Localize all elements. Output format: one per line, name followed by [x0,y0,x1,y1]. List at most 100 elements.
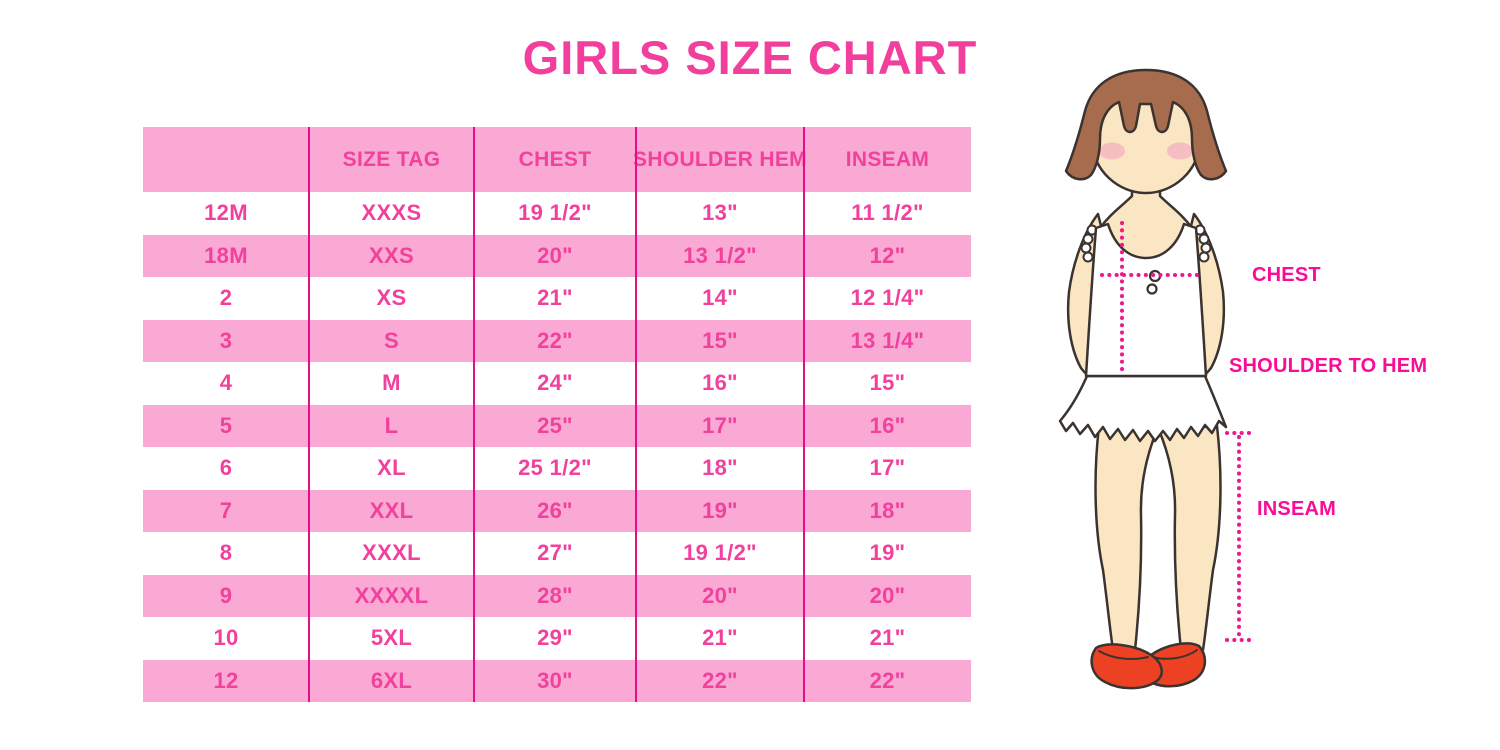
girl-figure-svg [1058,68,1253,690]
table-cell: 19 1/2" [518,200,592,226]
table-cell: 26" [537,497,573,523]
table-cell: XXXXL [354,582,429,608]
table-cell: XXXL [362,540,421,566]
girl-illustration [1040,60,1300,710]
table-cell: 15" [702,327,738,353]
column-header: INSEAM [845,147,930,171]
leg-left [1094,424,1159,652]
table-cell: 19" [702,497,738,523]
table-cell: 13 1/4" [850,327,925,353]
table-cell: 20" [702,582,738,608]
table-cell: 9 [219,582,233,608]
column-header: SIZE TAG [342,147,441,171]
table-cell: 20" [537,242,573,268]
blush-right [1167,142,1193,160]
table-cell: 28" [537,582,573,608]
table-cell: 30" [537,667,573,693]
table-cell: M [382,370,401,396]
table-cell: 29" [537,625,573,651]
column-divider [473,127,475,702]
table-cell: 27" [537,540,573,566]
table-cell: 19 1/2" [683,540,757,566]
table-header-row: SIZE TAG CHEST SHOULDER HEM INSEAM [143,127,971,192]
table-cell: 16" [869,412,906,438]
table-cell: 14" [702,285,738,311]
table-cell: 15" [869,370,906,396]
table-cell: 21" [702,625,738,651]
table-row: 9 XXXXL 28" 20" 20" [143,574,971,617]
leg-right [1157,424,1222,652]
girls-size-table: SIZE TAG CHEST SHOULDER HEM INSEAM 12M XXXS 1… [143,127,971,702]
table-cell: 22" [702,667,738,693]
table-cell: XXXS [361,200,422,226]
table-cell: 5XL [370,625,413,651]
table-row: 8 XXXL 27" 19 1/2" 19" [143,532,971,575]
table-cell: 13" [702,200,738,226]
table-cell: 12 [213,667,239,693]
table-cell: S [384,327,399,353]
table-cell: L [384,412,399,438]
table-cell: 21" [537,285,573,311]
table-row: 18M XXS 20" 13 1/2" 12" [143,234,971,277]
blush-left [1099,142,1125,160]
table-cell: 7 [219,497,233,523]
shoe-left [1090,643,1164,690]
chest-label: CHEST [1252,264,1321,286]
table-cell: 18" [702,455,738,481]
table-cell: 16" [702,370,738,396]
table-cell: XS [376,285,407,311]
table-cell: 6XL [370,667,413,693]
table-cell: 12 1/4" [850,285,925,311]
table-row: 3 S 22" 15" 13 1/4" [143,319,971,362]
table-cell: 8 [219,540,233,566]
table-cell: 21" [869,625,906,651]
shoe-left-strap [1098,650,1149,660]
column-divider [803,127,805,702]
table-cell: 17" [869,455,906,481]
skirt [1058,374,1228,443]
table-cell: XXL [369,497,414,523]
table-cell: XXS [369,242,414,268]
table-cell: 3 [219,327,233,353]
page-title: GIRLS SIZE CHART [522,31,978,84]
column-header [143,127,309,192]
table-cell: 12M [204,200,248,226]
dress-bodice [1084,222,1208,378]
table-cell: 19" [869,540,906,566]
table-row: 12M XXXS 19 1/2" 13" 11 1/2" [143,192,971,235]
shoulder-to-hem-label: SHOULDER TO HEM [1229,355,1428,377]
table-cell: 20" [869,582,906,608]
table-cell: 22" [869,667,906,693]
table-cell: 13 1/2" [683,242,757,268]
inseam-label: INSEAM [1257,498,1336,520]
table-cell: 12" [869,242,906,268]
table-cell: XL [377,455,406,481]
table-cell: 10 [213,625,239,651]
table-cell: 24" [537,370,573,396]
table-cell: 22" [537,327,573,353]
table-cell: 4 [219,370,233,396]
column-header: SHOULDER HEM [633,147,807,171]
neck-skin [1102,170,1190,257]
table-row: 5 L 25" 17" 16" [143,404,971,447]
table-row: 4 M 24" 16" 15" [143,362,971,405]
table-cell: 11 1/2" [851,200,924,226]
table-cell: 25" [537,412,573,438]
column-header: CHEST [518,147,592,171]
hair [1064,68,1228,181]
table-row: 6 XL 25 1/2" 18" 17" [143,447,971,490]
table-cell: 17" [702,412,738,438]
table-cell: 25 1/2" [518,455,592,481]
table-cell: 6 [219,455,233,481]
column-divider [635,127,637,702]
dress-button [1146,283,1158,295]
table-row: 7 XXL 26" 19" 18" [143,489,971,532]
size-table-body: 12M XXXS 19 1/2" 13" 11 1/2" 18M XXS 20" 13 1/2"… [143,192,971,702]
table-row: 12 6XL 30" 22" 22" [143,659,971,702]
table-row: 2 XS 21" 14" 12 1/4" [143,277,971,320]
column-divider [308,127,310,702]
table-row: 10 5XL 29" 21" 21" [143,617,971,660]
table-cell: 18M [204,242,248,268]
table-cell: 5 [219,412,233,438]
neck-outline [1098,176,1134,230]
